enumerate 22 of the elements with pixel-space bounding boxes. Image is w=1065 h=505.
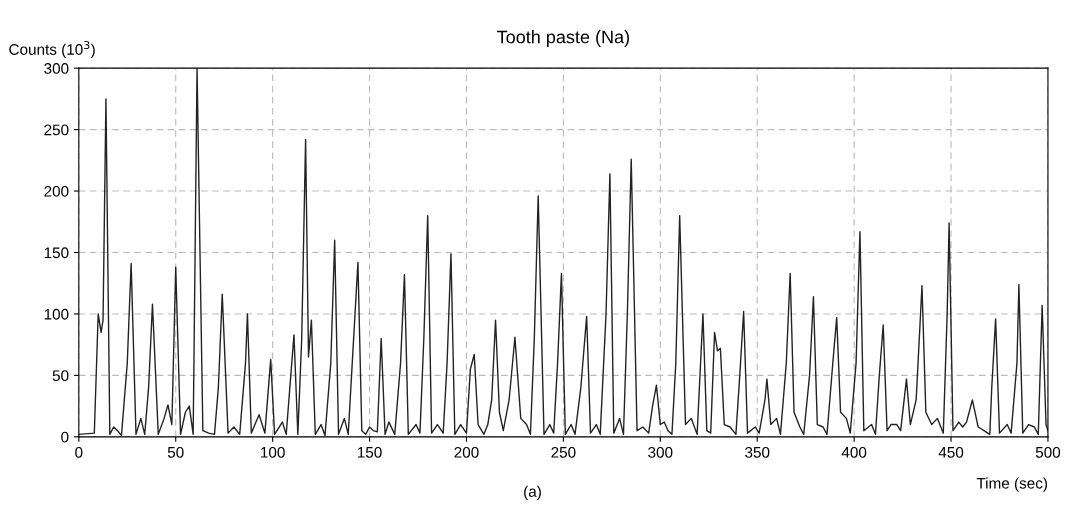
y-tick-label: 250 xyxy=(44,124,69,136)
text: (a) xyxy=(524,485,541,500)
x-tick-label: 200 xyxy=(454,446,479,458)
x-tick-label: 350 xyxy=(745,446,770,458)
x-tick-label: 100 xyxy=(261,446,285,458)
y-tick-label: 0 xyxy=(61,431,69,443)
x-tick-label: 250 xyxy=(551,446,576,458)
x-tick-label: 300 xyxy=(648,446,673,458)
y-tick-label: 50 xyxy=(52,370,69,382)
x-tick-label: 450 xyxy=(938,446,964,458)
y-axis-title: Counts (10$^{3}$) xyxy=(9,40,95,58)
x-tick-label: 150 xyxy=(357,446,382,458)
x-axis-title: Time (sec) xyxy=(976,477,1048,492)
y-tick-label: 200 xyxy=(44,185,69,197)
x-tick-label: 50 xyxy=(167,446,184,458)
x-tick-label: 400 xyxy=(841,446,867,458)
y-tick-label: 300 xyxy=(44,63,69,74)
y-tick-label: 150 xyxy=(44,247,69,259)
chart-title: Tooth paste (Na) xyxy=(497,30,629,47)
x-tick-label: 0 xyxy=(75,446,83,458)
y-tick-label: 100 xyxy=(44,308,69,320)
x-tick-label: 500 xyxy=(1035,446,1061,458)
